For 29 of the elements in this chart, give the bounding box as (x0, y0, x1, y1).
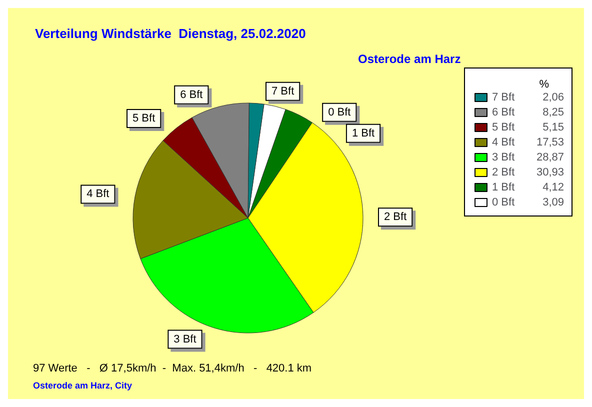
category-label: 0 Bft (328, 106, 351, 118)
legend-title: % (539, 78, 550, 90)
slice-label: 3 Bft (174, 333, 196, 346)
legend-label: 7 Bft (492, 92, 515, 104)
data-label: 4,12 (542, 182, 564, 194)
legend-label: 4 Bft (492, 136, 515, 148)
category-label: 1 Bft (352, 127, 375, 140)
legend-label: 6 Bft (492, 106, 515, 118)
legend-label: 2 Bft (492, 166, 515, 178)
legend-label: 5 Bft (492, 122, 515, 134)
slice-label: 4 Bft (86, 188, 110, 200)
data-label: 17,53 (536, 136, 564, 148)
legend-label: 3 Bft (492, 152, 515, 164)
data-label: 30,93 (536, 166, 564, 178)
data-label: 8,25 (542, 106, 564, 118)
slice-label: 5 Bft (132, 112, 156, 124)
slice-label: 6 Bft (180, 88, 203, 101)
text: 97 Werte - Ø 17,5km/h - Max. 51,4km/h - 420.1 km (33, 362, 312, 374)
legend-label: 0 Bft (492, 196, 515, 208)
data-label: 3,09 (542, 196, 564, 208)
legend-label: 1 Bft (492, 182, 515, 194)
slice-label: 7 Bft (272, 85, 294, 98)
slice-label: 2 Bft (384, 211, 407, 224)
chart-title: Verteilung Windstärke Dienstag, 25.02.2020 (35, 26, 306, 41)
data-label: 28,87 (536, 152, 564, 164)
data-label: 2,06 (542, 92, 564, 104)
data-label: 5,15 (542, 122, 564, 134)
text: Osterode am Harz, City (33, 380, 132, 390)
chart-subtitle: Osterode am Harz (358, 52, 461, 66)
